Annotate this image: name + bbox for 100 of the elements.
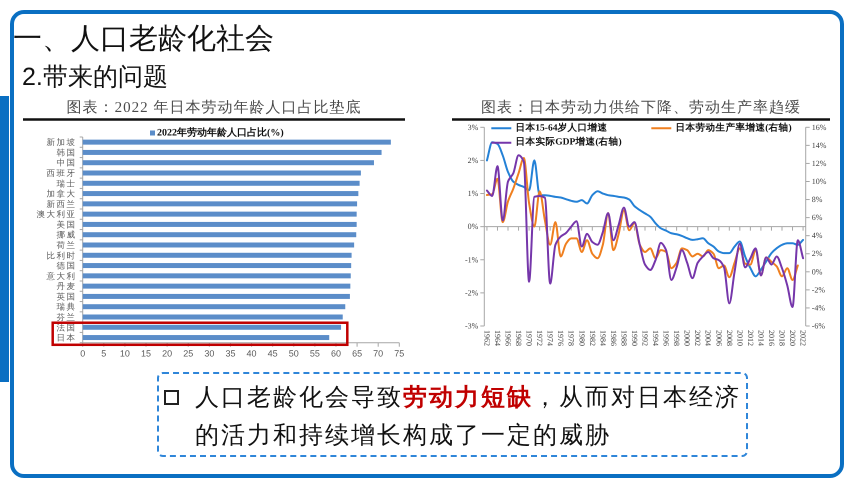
text: 一、人口老龄化社会 [13, 23, 274, 55]
y-tick-label: 新加坡 [46, 137, 77, 148]
bar [82, 314, 343, 320]
bar [82, 150, 382, 155]
y-tick-label: 瑞典 [56, 302, 77, 312]
x-tick-label: 10 [120, 348, 130, 359]
bar [82, 294, 350, 299]
x-tick-label: 1962 [482, 330, 492, 346]
x-tick-label: 45 [268, 348, 278, 359]
y-tick-label: 中国 [56, 158, 77, 168]
y-tick-label: 3% [468, 122, 479, 132]
x-tick-label: 1972 [535, 330, 544, 346]
y2-tick-label: 12% [812, 158, 827, 168]
x-tick-label: 1974 [546, 330, 555, 346]
text: 的活力和持续增长构成了一定的威胁 [195, 422, 611, 449]
y2-tick-label: 10% [812, 176, 827, 186]
y2-tick-label: -6% [812, 322, 826, 330]
y-tick-label: 丹麦 [56, 281, 77, 292]
x-tick-label: 1990 [630, 330, 639, 346]
x-tick-label: 2016 [766, 330, 776, 346]
bar [82, 232, 356, 238]
x-tick-label: 2018 [777, 330, 786, 346]
bar [82, 191, 358, 196]
y-tick-label: 德国 [56, 260, 77, 271]
x-tick-label: 1986 [608, 330, 618, 346]
x-tick-label: 2022 [798, 330, 808, 346]
x-tick-label: 2004 [704, 330, 713, 346]
x-tick-label: 55 [310, 348, 320, 359]
x-tick-label: 40 [246, 348, 257, 359]
x-tick-label: 1966 [504, 330, 513, 346]
text: 劳动力短缺 [403, 384, 533, 411]
y-tick-label: 美国 [56, 219, 77, 230]
chart-title: 图表：日本劳动力供给下降、劳动生产率趋缓 [481, 99, 801, 116]
y2-tick-label: 6% [812, 213, 823, 222]
x-tick-label: 1992 [640, 330, 650, 346]
bar [82, 335, 330, 340]
bar [82, 180, 360, 186]
y-tick-label: 澳大利亚 [36, 209, 77, 220]
y-tick-label: 挪威 [56, 230, 77, 240]
y2-tick-label: 14% [812, 140, 827, 150]
y-tick-label: 瑞士 [56, 178, 77, 188]
bar [82, 170, 361, 176]
text: 2.带来的问题 [22, 63, 168, 91]
x-tick-label: 1970 [524, 330, 534, 346]
bar [82, 263, 352, 268]
y-tick-label: -2% [464, 288, 479, 298]
x-tick-label: 20 [162, 348, 172, 359]
y-tick-label: 荷兰 [56, 240, 77, 250]
bar [82, 242, 354, 248]
x-tick-label: 1968 [514, 330, 524, 346]
x-tick-label: 2014 [756, 330, 766, 346]
x-tick-label: 30 [204, 348, 214, 359]
x-tick-label: 1980 [577, 330, 586, 346]
x-tick-label: 1982 [588, 330, 597, 346]
y2-tick-label: -4% [812, 303, 826, 312]
x-tick-label: 1984 [598, 330, 608, 346]
y-tick-label: 比利时 [46, 250, 77, 260]
y-tick-label: 2% [468, 156, 479, 165]
bar [82, 160, 374, 166]
x-tick-label: 50 [288, 348, 299, 359]
bar [82, 140, 391, 145]
x-tick-label: 35 [225, 348, 236, 359]
legend-label: 2022年劳动年龄人口占比(%) [157, 126, 284, 138]
x-tick-label: 25 [183, 348, 194, 359]
y-tick-label: 日本 [56, 332, 77, 343]
y-tick-label: 0% [468, 222, 479, 232]
y2-tick-label: 0% [812, 267, 823, 276]
x-tick-label: 1988 [619, 330, 628, 346]
y2-tick-label: 2% [812, 249, 823, 258]
x-tick-label: 2012 [746, 330, 755, 346]
x-tick-label: 15 [141, 348, 152, 359]
bar [82, 252, 352, 258]
x-tick-label: 65 [352, 348, 362, 359]
y2-tick-label: 16% [812, 122, 827, 132]
text: 人口老龄化会导致 [195, 384, 403, 411]
text: ，从而对日本经济 [533, 384, 741, 411]
x-tick-label: 2002 [693, 330, 702, 346]
legend-label: 日本劳动生产率增速(右轴) [675, 121, 792, 134]
y-tick-label: 英国 [56, 291, 77, 302]
x-tick-label: 1996 [662, 330, 671, 346]
x-tick-label: 5 [101, 348, 106, 359]
bar [82, 304, 346, 310]
x-tick-label: 1998 [672, 330, 682, 346]
y-tick-label: 法国 [56, 322, 77, 332]
bar [82, 284, 350, 289]
bar [82, 273, 351, 278]
y-tick-label: 新西兰 [46, 198, 77, 209]
chart-title: 图表：2022 年日本劳动年龄人口占比垫底 [66, 99, 362, 116]
x-tick-label: 2000 [682, 330, 692, 346]
y2-tick-label: 4% [812, 231, 823, 240]
y-tick-label: -1% [464, 255, 479, 264]
y-tick-label: 加拿大 [46, 188, 77, 199]
x-tick-label: 2020 [788, 330, 798, 346]
y2-tick-label: -2% [812, 285, 826, 294]
y-tick-label: -3% [464, 322, 479, 330]
y-tick-label: 西班牙 [46, 168, 77, 178]
x-tick-label: 1994 [651, 330, 660, 346]
y-tick-label: 意大利 [46, 270, 77, 281]
y-tick-label: 1% [468, 189, 479, 198]
x-tick-label: 2008 [724, 330, 734, 346]
